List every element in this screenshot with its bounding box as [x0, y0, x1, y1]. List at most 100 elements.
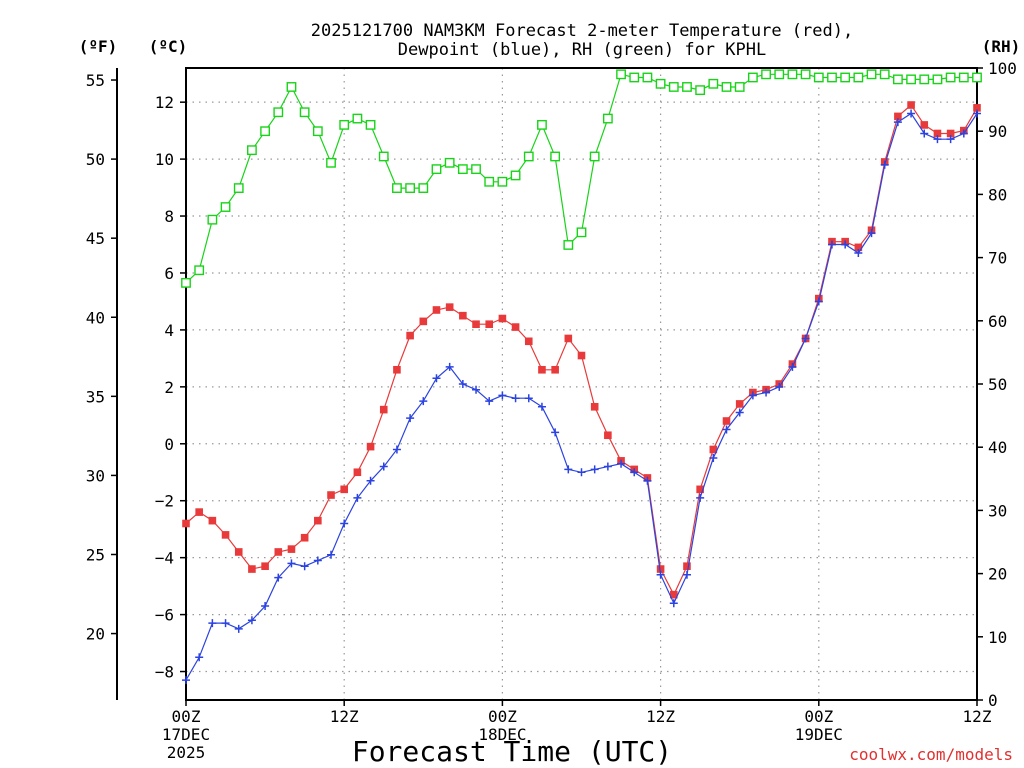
temperature-point: [234, 548, 243, 556]
rh-point: [616, 69, 626, 80]
temperature-point: [656, 565, 665, 573]
rh-point: [273, 107, 284, 118]
dewpoint-point: [274, 573, 283, 582]
dewpoint-point: [735, 408, 744, 417]
dewpoint-point: [537, 402, 546, 411]
celsius-axis-label: (ºC): [149, 37, 188, 56]
dewpoint-point: [801, 334, 810, 343]
dewpoint-point: [300, 562, 309, 571]
temperature-point: [894, 112, 902, 121]
dewpoint-point: [564, 465, 573, 474]
rh-point: [906, 74, 916, 85]
fahrenheit-tick-label: 50: [86, 150, 105, 169]
rh-point: [339, 119, 350, 130]
temperature-point: [696, 485, 704, 494]
rh-point: [563, 240, 574, 250]
rh-point: [207, 214, 218, 225]
dewpoint-point: [340, 519, 349, 528]
dewpoint-point: [788, 362, 797, 371]
temperature-point: [485, 320, 494, 329]
temperature-point: [432, 306, 441, 314]
temperature-point: [524, 337, 533, 346]
rh-point: [352, 113, 363, 124]
rh-point: [220, 202, 231, 212]
dewpoint-point: [643, 476, 652, 485]
temperature-point: [498, 314, 507, 323]
rh-point: [471, 164, 481, 175]
temperature-point: [735, 400, 744, 408]
dewpoint-point: [814, 297, 823, 306]
celsius-tick-label: −2: [155, 492, 174, 511]
dewpoint-point: [195, 653, 204, 662]
time-tick-label: 12Z: [330, 707, 359, 726]
temperature-point: [406, 331, 414, 340]
dewpoint-point: [880, 160, 889, 169]
rh-point: [919, 74, 930, 85]
temperature-point: [445, 303, 454, 311]
rh-tick-label: 20: [988, 565, 1007, 584]
temperature-point: [907, 101, 915, 109]
rh-point: [457, 164, 468, 175]
dewpoint-point: [617, 459, 626, 468]
rh-point: [537, 119, 547, 130]
rh-tick-label: 30: [988, 501, 1007, 520]
temperature-point: [854, 243, 863, 252]
rh-point: [550, 151, 561, 162]
temperature-point: [551, 365, 559, 374]
rh-point: [444, 157, 455, 168]
celsius-tick-label: 6: [164, 264, 174, 283]
gridlines: [185, 68, 978, 700]
rh-point: [682, 82, 692, 92]
fahrenheit-ticks: 20 25 30 35 40 45 50 55: [86, 71, 117, 644]
rh-point: [299, 107, 310, 118]
rh-tick-label: 90: [988, 122, 1007, 141]
fahrenheit-tick-label: 30: [86, 466, 105, 485]
temperature-point: [946, 129, 955, 138]
dewpoint-point: [682, 570, 691, 579]
rh-tick-label: 80: [988, 185, 1007, 204]
rh-point: [260, 126, 270, 137]
rh-point: [510, 170, 521, 181]
dewpoint-point: [551, 428, 560, 437]
dewpoint-point: [366, 476, 375, 485]
dewpoint-point: [893, 118, 902, 127]
temperature-point: [287, 545, 296, 553]
dewpoint-point: [630, 468, 639, 477]
dewpoint-point: [590, 465, 599, 474]
temperature-point: [208, 516, 217, 525]
fahrenheit-tick-label: 35: [86, 387, 105, 406]
dewpoint-point: [445, 362, 454, 371]
temperature-point: [604, 431, 612, 440]
rh-point: [866, 69, 877, 80]
rh-point: [668, 82, 679, 92]
rh-point: [774, 69, 785, 80]
time-tick-label: 2025: [167, 743, 206, 762]
celsius-tick-label: 4: [164, 321, 174, 340]
dewpoint-point: [933, 135, 942, 144]
dewpoint-point: [669, 599, 678, 608]
plot-frame: [185, 67, 978, 701]
rh-point: [695, 85, 706, 96]
temperature-point: [933, 129, 942, 138]
temperature-point: [314, 516, 322, 525]
temperature-point: [511, 323, 520, 331]
rh-point: [747, 72, 758, 83]
dewpoint-point: [485, 397, 494, 406]
rh-tick-label: 60: [988, 312, 1007, 331]
rh-point: [286, 82, 297, 92]
rh-tick-label: 100: [988, 59, 1017, 78]
rh-point: [787, 69, 798, 80]
rh-tick-label: 40: [988, 438, 1007, 457]
celsius-tick-label: 8: [164, 207, 174, 226]
temperature-point: [340, 485, 348, 494]
rh-point: [813, 72, 824, 83]
rh-point: [194, 265, 205, 276]
dewpoint-point: [854, 249, 863, 258]
rh-axis-label: (RH): [982, 37, 1021, 56]
temperature-point: [274, 548, 283, 556]
dewpoint-point: [392, 445, 401, 454]
dewpoint-point: [247, 616, 256, 625]
dewpoint-point: [406, 414, 415, 423]
dewpoint-point: [353, 493, 362, 502]
